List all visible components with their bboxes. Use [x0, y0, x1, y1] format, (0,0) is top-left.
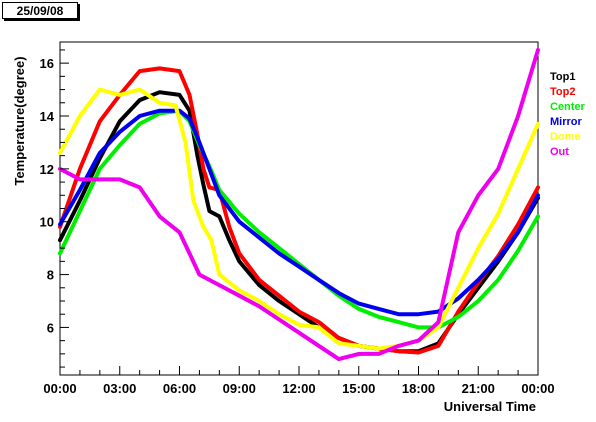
x-axis-title: Universal Time [444, 399, 536, 414]
y-tick-label: 16 [40, 56, 54, 71]
series-line-center [58, 108, 540, 330]
plot-frame [59, 41, 539, 376]
y-tick-label: 10 [40, 215, 54, 230]
legend-entry-dome: Dome [550, 131, 581, 143]
legend-entry-out: Out [550, 146, 569, 158]
legend-entry-top1: Top1 [550, 71, 575, 83]
legend-entry-center: Center [550, 101, 586, 113]
y-tick-label: 6 [47, 320, 54, 335]
x-tick-label: 00:00 [43, 381, 76, 396]
legend-entry-mirror: Mirror [550, 116, 583, 128]
series-line-out [58, 47, 540, 362]
x-tick-label: 06:00 [163, 381, 196, 396]
x-tick-label: 18:00 [402, 381, 435, 396]
y-axis-title: Temperature(degree) [12, 56, 27, 185]
series-line-top2 [58, 66, 540, 355]
x-tick-label: 09:00 [223, 381, 256, 396]
series-layer [58, 47, 540, 362]
legend: Top1 Top2 Center Mirror Dome Out [550, 71, 586, 158]
x-tick-label: 12:00 [282, 381, 315, 396]
date-label: 25/09/08 [2, 2, 78, 19]
legend-entry-top2: Top2 [550, 86, 575, 98]
y-tick-label: 12 [40, 162, 54, 177]
x-tick-label: 21:00 [462, 381, 495, 396]
x-tick-label: 03:00 [103, 381, 136, 396]
x-tick-label: 00:00 [521, 381, 554, 396]
y-tick-label: 14 [40, 109, 55, 124]
y-tick-label: 8 [47, 268, 54, 283]
axis-layer: 00:00 03:00 06:00 09:00 12:00 15:00 18:00 21:00… [40, 49, 555, 396]
x-tick-label: 15:00 [342, 381, 375, 396]
series-line-dome [58, 87, 540, 351]
